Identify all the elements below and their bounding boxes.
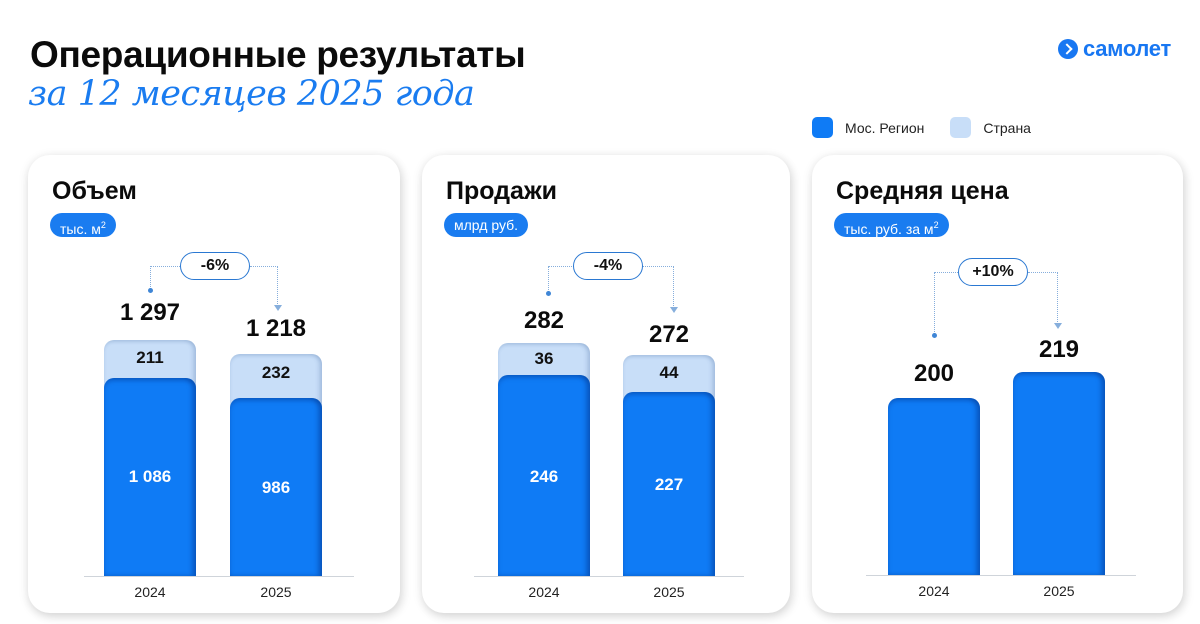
unit-badge: тыс. м2	[50, 213, 116, 237]
x-label: 2024	[528, 584, 560, 600]
total-2025: 219	[1038, 336, 1080, 363]
legend-item-country: Страна	[950, 117, 1031, 138]
connector-dot-icon	[148, 288, 153, 293]
panel-sales: Продажи млрд руб. -4% 282 272 36 246 44 …	[422, 155, 790, 613]
panel-title: Объем	[52, 177, 137, 205]
total-2024: 282	[523, 307, 565, 334]
total-2024: 1 297	[119, 299, 181, 326]
bar-segment-average-price	[888, 398, 980, 575]
logo-chevron-icon	[1058, 39, 1078, 59]
bar-value-mos-region: 1 086	[128, 467, 172, 486]
change-badge: -6%	[180, 252, 250, 280]
x-label: 2025	[1043, 583, 1075, 599]
legend-label: Мос. Регион	[845, 119, 925, 136]
total-2025: 272	[648, 321, 690, 348]
bar-value-mos-region: 986	[261, 478, 291, 497]
connector-line	[934, 272, 935, 334]
bar-2024	[888, 398, 980, 575]
bar-2025: 232 986	[230, 354, 322, 576]
bar-2025: 44 227	[623, 355, 715, 576]
bar-value-mos-region: 227	[654, 475, 684, 494]
bar-segment-mos-region	[230, 398, 322, 576]
connector-dot-icon	[546, 291, 551, 296]
connector-line	[250, 266, 278, 267]
bar-2025	[1013, 372, 1105, 575]
bar-segment-mos-region	[104, 378, 196, 576]
unit-badge: тыс. руб. за м2	[834, 213, 949, 237]
bar-value-country: 44	[659, 363, 679, 382]
bar-value-mos-region: 246	[529, 467, 559, 486]
bar-2024: 211 1 086	[104, 340, 196, 576]
connector-arrow-icon	[274, 305, 282, 311]
connector-line	[1028, 272, 1058, 273]
x-axis	[866, 575, 1136, 576]
panel-volume: Объем тыс. м2 -6% 1 297 1 218 211 1 086 …	[28, 155, 400, 613]
connector-dot-icon	[932, 333, 937, 338]
x-axis	[84, 576, 354, 577]
connector-line	[150, 266, 182, 267]
panel-average-price: Средняя цена тыс. руб. за м2 +10% 200 21…	[812, 155, 1183, 613]
legend-swatch-mos-region	[812, 117, 833, 138]
total-2025: 1 218	[245, 315, 307, 342]
connector-line	[548, 266, 574, 267]
x-label: 2024	[918, 583, 950, 599]
bar-segment-average-price	[1013, 372, 1105, 575]
bar-value-country: 211	[136, 348, 164, 367]
x-label: 2024	[134, 584, 166, 600]
panel-title: Продажи	[446, 177, 558, 205]
connector-line	[150, 266, 151, 289]
change-badge: -4%	[573, 252, 643, 280]
bar-value-country: 36	[534, 349, 554, 368]
connector-line	[934, 272, 960, 273]
bar-segment-mos-region	[498, 375, 590, 576]
connector-line	[673, 266, 674, 308]
x-label: 2025	[653, 584, 685, 600]
connector-line	[548, 266, 549, 292]
chart-legend: Мос. Регион Страна	[812, 117, 1057, 138]
x-label: 2025	[260, 584, 292, 600]
total-2024: 200	[913, 360, 955, 387]
connector-arrow-icon	[670, 307, 678, 313]
connector-line	[1057, 272, 1058, 324]
connector-arrow-icon	[1054, 323, 1062, 329]
panel-title: Средняя цена	[836, 177, 1009, 205]
bar-segment-mos-region	[623, 392, 715, 576]
change-badge: +10%	[958, 258, 1028, 286]
legend-item-mos-region: Мос. Регион	[812, 117, 924, 138]
page-subtitle: за 12 месяцев 2025 года	[28, 74, 475, 114]
legend-label: Страна	[983, 119, 1031, 136]
logo-text: самолет	[1083, 36, 1171, 61]
connector-line	[642, 266, 674, 267]
unit-badge: млрд руб.	[444, 213, 529, 237]
page-title: Операционные результаты	[30, 34, 526, 75]
connector-line	[277, 266, 278, 306]
bar-value-country: 232	[261, 363, 291, 382]
bar-2024: 36 246	[498, 343, 590, 576]
samolet-logo: самолет	[1058, 38, 1171, 60]
x-axis	[474, 576, 744, 577]
legend-swatch-country	[950, 117, 972, 138]
